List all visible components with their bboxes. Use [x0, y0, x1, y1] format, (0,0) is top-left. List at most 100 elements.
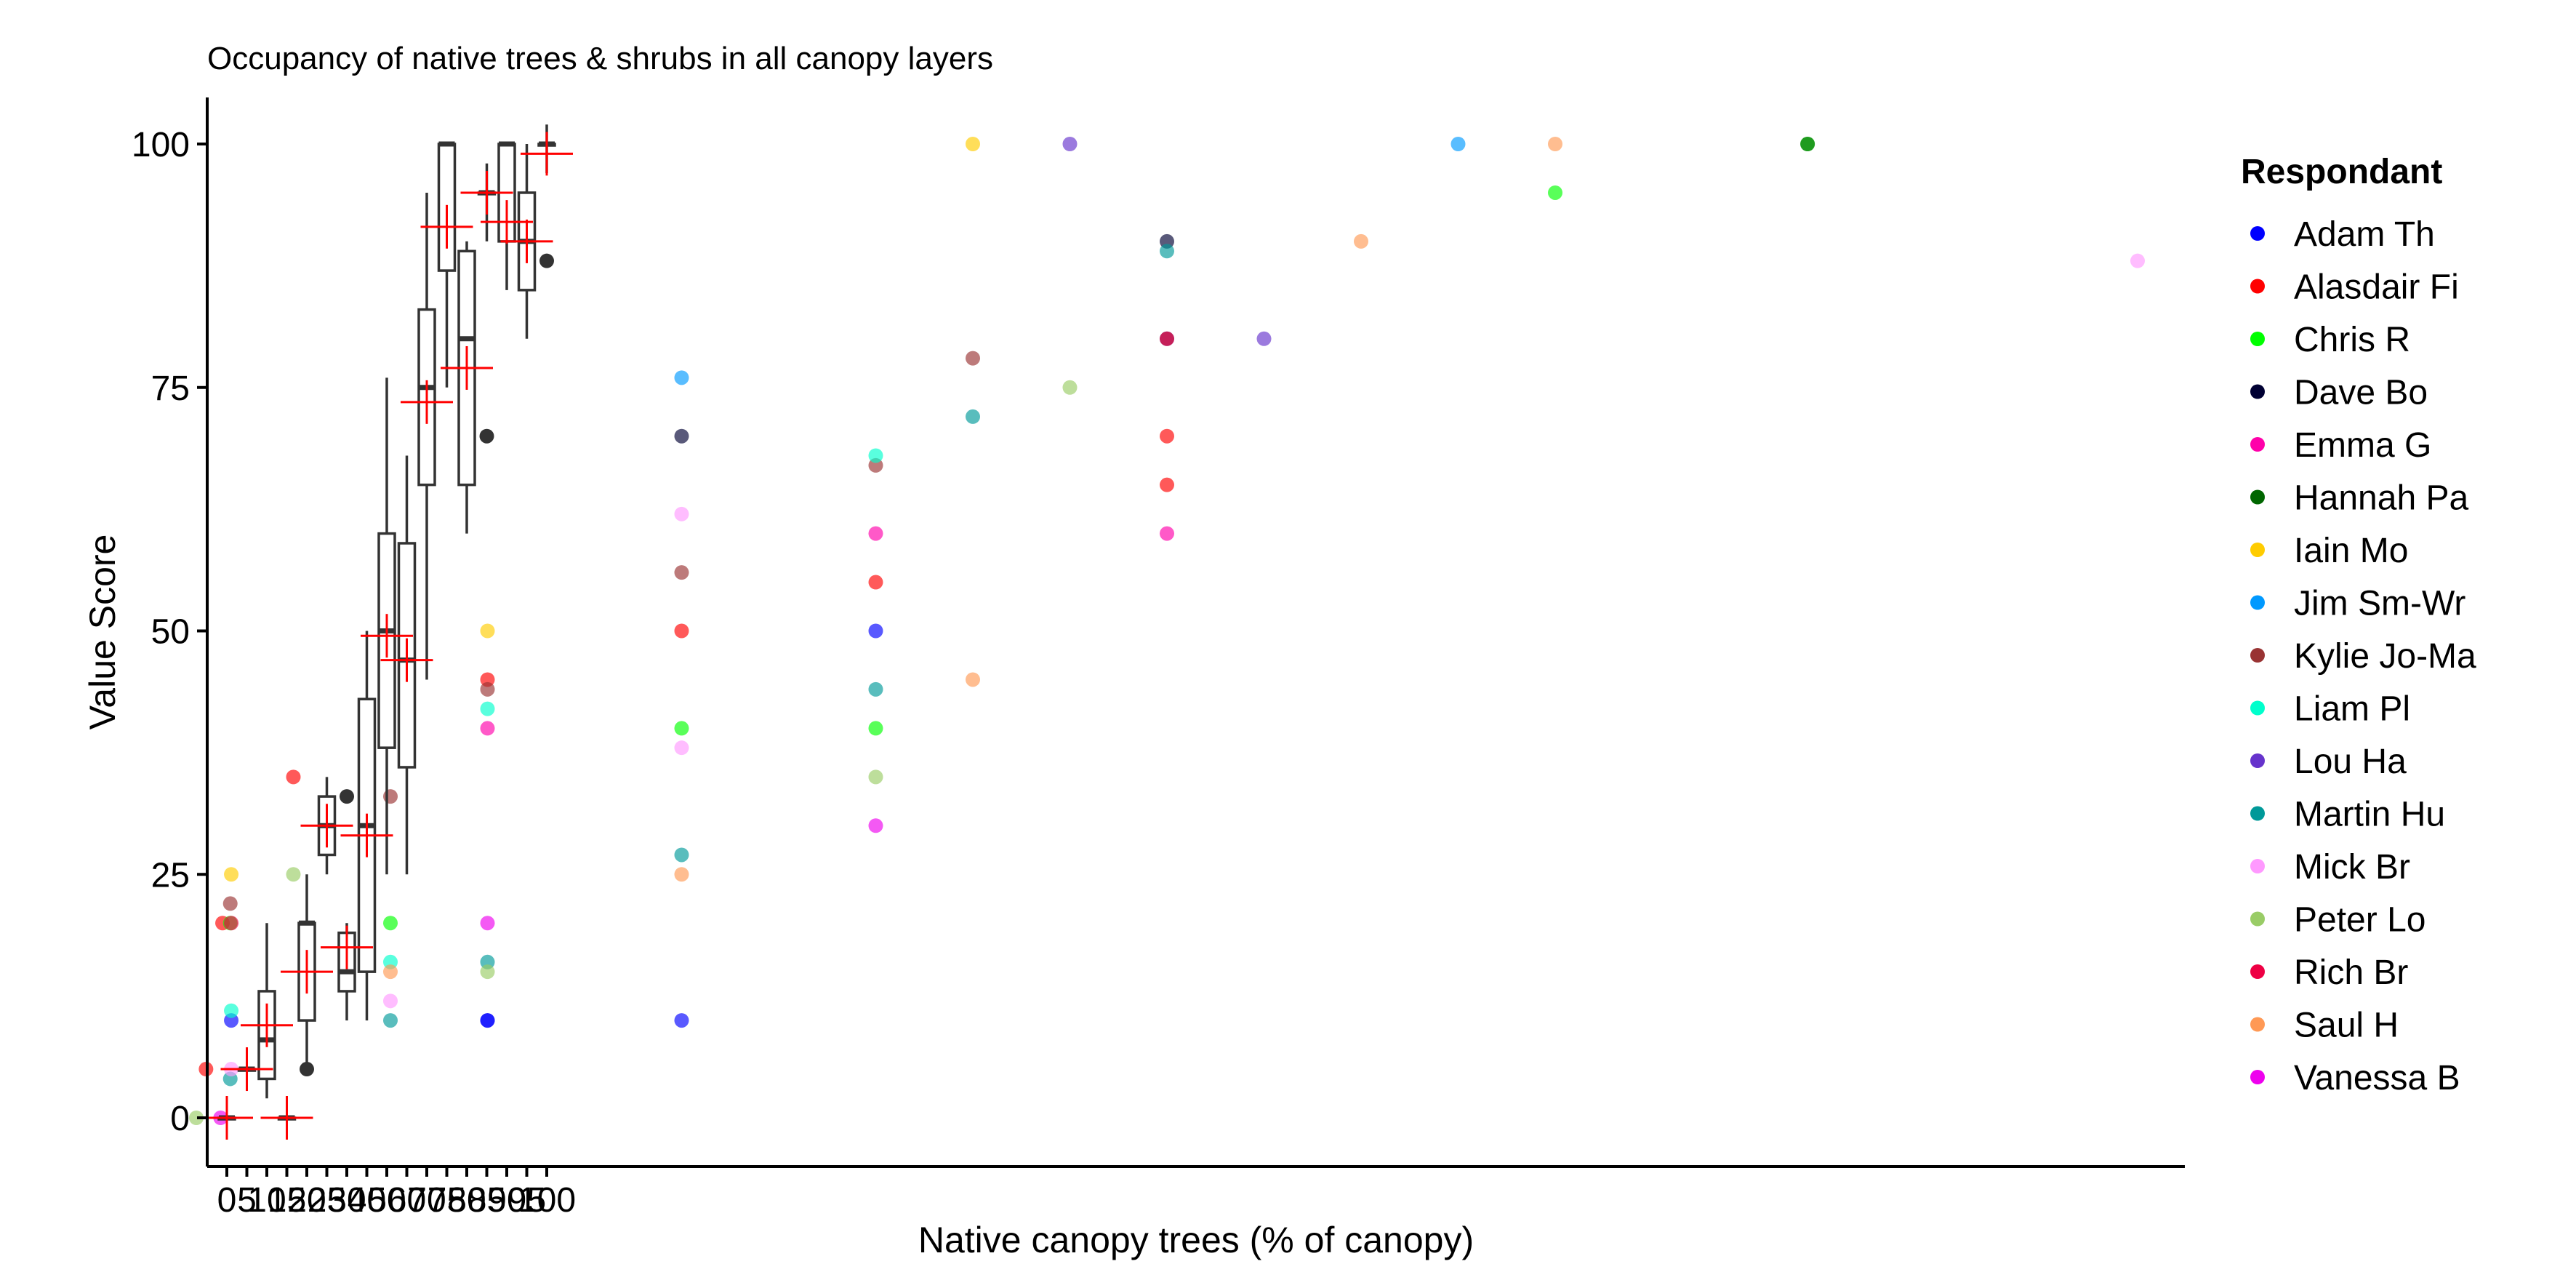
- data-point: [868, 721, 883, 736]
- y-tick-label: 25: [151, 856, 190, 895]
- data-point: [966, 137, 980, 151]
- x-tick-label: 10: [247, 1181, 286, 1220]
- legend-label: Adam Th: [2294, 215, 2435, 254]
- legend-label: Kylie Jo-Ma: [2294, 637, 2476, 676]
- x-tick-label: 85: [468, 1181, 506, 1220]
- data-point: [674, 847, 689, 863]
- x-tick-label: 80: [447, 1181, 486, 1220]
- y-tick-label: 0: [170, 1100, 190, 1138]
- data-point: [480, 721, 495, 736]
- legend-key: [2250, 437, 2265, 452]
- data-point: [480, 1013, 495, 1028]
- legend-label: Rich Br: [2294, 953, 2408, 992]
- data-point: [383, 993, 398, 1009]
- x-tick-label: 5: [237, 1181, 257, 1220]
- data-point: [868, 526, 883, 541]
- data-point: [1548, 185, 1562, 200]
- data-point: [480, 701, 495, 716]
- outlier-point: [479, 428, 494, 444]
- legend-key: [2250, 648, 2265, 663]
- data-point: [966, 672, 980, 687]
- legend-key: [2250, 911, 2265, 927]
- y-tick-label: 50: [151, 613, 190, 652]
- legend-label: Saul H: [2294, 1007, 2399, 1045]
- data-point: [674, 867, 689, 882]
- data-point: [189, 1111, 204, 1125]
- data-point: [286, 867, 301, 882]
- data-point: [868, 769, 883, 785]
- legend-label: Mick Br: [2294, 848, 2410, 887]
- legend-key: [2250, 1070, 2265, 1084]
- x-tick-label: 0: [217, 1181, 237, 1220]
- data-point: [868, 448, 883, 463]
- data-point: [383, 789, 398, 804]
- data-point: [224, 867, 239, 882]
- x-tick-label: 100: [518, 1181, 576, 1220]
- legend-label: Iain Mo: [2294, 532, 2408, 570]
- data-point: [1062, 380, 1078, 395]
- x-tick-label: 20: [287, 1181, 326, 1220]
- outlier-point: [340, 789, 354, 804]
- legend-key: [2250, 226, 2265, 241]
- data-point: [383, 964, 398, 980]
- legend-key: [2250, 700, 2265, 716]
- data-point: [1450, 137, 1466, 151]
- data-point: [674, 740, 689, 756]
- data-point: [674, 370, 689, 385]
- x-tick-label: 30: [327, 1181, 366, 1220]
- data-point: [674, 721, 689, 736]
- data-point: [966, 351, 980, 366]
- legend-key: [2250, 332, 2265, 346]
- legend-label: Jim Sm-Wr: [2294, 585, 2465, 623]
- data-point: [674, 1013, 689, 1028]
- data-point: [868, 818, 883, 833]
- legend-label: Hannah Pa: [2294, 479, 2468, 518]
- data-point: [480, 916, 495, 931]
- x-tick-label: 90: [487, 1181, 526, 1220]
- data-point: [480, 681, 495, 697]
- y-tick-label: 100: [132, 126, 190, 164]
- data-point: [674, 428, 689, 444]
- legend-title: Respondant: [2241, 153, 2442, 191]
- legend: Respondant Adam Th Alasdair Fi Chris R Dave…: [2241, 153, 2476, 1097]
- data-point: [1800, 137, 1815, 151]
- x-tick-label: 40: [348, 1181, 386, 1220]
- x-tick-label: 25: [308, 1181, 346, 1220]
- legend-key: [2250, 806, 2265, 821]
- x-tick-label: 70: [407, 1181, 446, 1220]
- legend-key: [2250, 489, 2265, 505]
- data-point: [1160, 526, 1174, 541]
- data-point: [1256, 331, 1272, 346]
- y-tick-label: 75: [151, 369, 190, 408]
- data-point: [868, 623, 883, 639]
- plot-area: [189, 124, 2145, 1140]
- x-axis-title: Native canopy trees (% of canopy): [918, 1220, 1474, 1260]
- legend-label: Liam Pl: [2294, 690, 2410, 729]
- outlier-point: [300, 1062, 314, 1077]
- y-ticks: 0 25 50 75 100: [132, 126, 207, 1138]
- legend-label: Dave Bo: [2294, 374, 2428, 412]
- data-point: [1160, 477, 1174, 492]
- legend-key: [2250, 753, 2265, 768]
- data-point: [1354, 233, 1368, 249]
- data-point: [480, 623, 495, 639]
- data-point: [1062, 137, 1078, 151]
- chart-title: Occupancy of native trees & shrubs in al…: [207, 41, 993, 76]
- data-point: [868, 681, 883, 697]
- data-point: [2130, 253, 2145, 268]
- data-point: [1548, 137, 1562, 151]
- legend-label: Emma G: [2294, 426, 2431, 465]
- x-tick-label: 15: [268, 1181, 306, 1220]
- x-tick-label: 50: [367, 1181, 406, 1220]
- data-point: [286, 769, 301, 785]
- data-point: [383, 916, 398, 931]
- data-point: [674, 623, 689, 639]
- data-point: [224, 1003, 239, 1018]
- x-tick-label: 60: [388, 1181, 426, 1220]
- y-axis-title: Value Score: [82, 535, 123, 730]
- data-point: [222, 896, 238, 911]
- legend-key: [2250, 543, 2265, 557]
- data-point: [674, 565, 689, 580]
- data-point: [868, 575, 883, 590]
